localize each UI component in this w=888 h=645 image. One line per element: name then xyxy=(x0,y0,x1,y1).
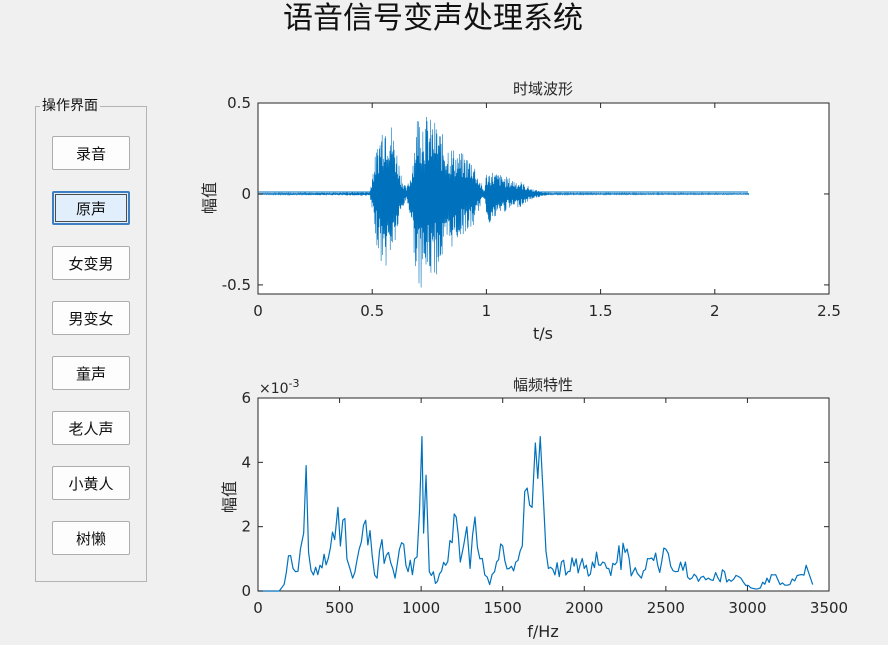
waveform-xtick-label: 0.5 xyxy=(360,302,384,320)
female-to-male-button[interactable]: 女变男 xyxy=(52,246,130,280)
original-voice-button[interactable]: 原声 xyxy=(52,191,130,225)
waveform-ylabel: 幅值 xyxy=(200,182,219,214)
spectrum-title: 幅频特性 xyxy=(513,376,573,394)
male-to-female-button[interactable]: 男变女 xyxy=(52,301,130,335)
waveform-xtick-label: 0 xyxy=(253,302,263,320)
record-button[interactable]: 录音 xyxy=(52,136,130,170)
spectrum-exponent-label: ×10-3 xyxy=(259,377,300,397)
elderly-voice-button[interactable]: 老人声 xyxy=(52,411,130,445)
waveform-ytick-label: -0.5 xyxy=(222,276,251,294)
minion-voice-button[interactable]: 小黄人 xyxy=(52,466,130,500)
spectrum-ytick-label: 4 xyxy=(241,453,251,471)
waveform-xlabel: t/s xyxy=(533,324,553,343)
spectrum-xtick-label: 1000 xyxy=(402,599,440,617)
waveform-series xyxy=(257,117,750,288)
waveform-xtick-label: 1 xyxy=(482,302,492,320)
spectrum-plot: 0 500 1000 1500 2000 2500 3000 3500 0 2 4 6 幅频特性 f/… xyxy=(220,376,848,641)
spectrum-ytick-label: 2 xyxy=(241,518,251,536)
spectrum-xtick-label: 3500 xyxy=(810,599,848,617)
spectrum-xtick-label: 3000 xyxy=(728,599,766,617)
spectrum-ytick-label: 0 xyxy=(241,582,251,600)
waveform-xtick-label: 2 xyxy=(710,302,720,320)
app-title: 语音信号变声处理系统 xyxy=(283,1,583,36)
spectrum-series xyxy=(258,436,814,592)
waveform-plot: 0 0.5 1 1.5 2 2.5-0.500.5 时域波形 t/s 幅值 xyxy=(200,80,841,343)
spectrum-xlabel: f/Hz xyxy=(527,622,558,641)
spectrum-xtick-label: 2000 xyxy=(565,599,603,617)
spectrum-xtick-label: 0 xyxy=(253,599,263,617)
spectrum-xtick-label: 500 xyxy=(325,599,354,617)
spectrum-xtick-label: 1500 xyxy=(484,599,522,617)
waveform-ytick-label: 0.5 xyxy=(227,94,251,112)
waveform-xtick-label: 2.5 xyxy=(817,302,841,320)
control-panel-title: 操作界面 xyxy=(40,97,100,115)
spectrum-ytick-label: 6 xyxy=(241,389,251,407)
waveform-ytick-label: 0 xyxy=(241,185,251,203)
spectrum-exponent-power: -3 xyxy=(289,377,300,390)
child-voice-button[interactable]: 童声 xyxy=(52,356,130,390)
spectrum-ylabel: 幅值 xyxy=(220,481,239,513)
spectrum-exponent-base: ×10 xyxy=(259,381,289,397)
waveform-title: 时域波形 xyxy=(513,80,573,98)
waveform-xtick-label: 1.5 xyxy=(589,302,613,320)
sloth-voice-button[interactable]: 树懒 xyxy=(52,521,130,555)
spectrum-xtick-label: 2500 xyxy=(647,599,685,617)
waveform-axes-box xyxy=(257,102,830,295)
